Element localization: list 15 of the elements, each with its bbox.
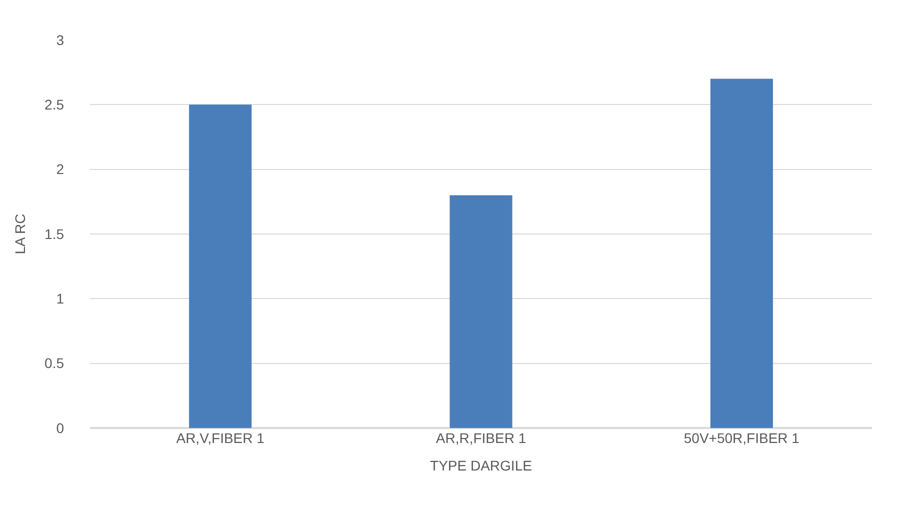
- y-tick-label: 0.5: [44, 355, 64, 372]
- x-tick-label: 50V+50R,FIBER 1: [684, 430, 800, 446]
- y-tick-label: 3: [56, 32, 64, 48]
- x-axis-title: TYPE DARGILE: [430, 457, 532, 474]
- y-tick-label: 1: [56, 290, 64, 307]
- y-tick-label: 0: [56, 420, 64, 436]
- x-tick-label: AR,R,FIBER 1: [436, 430, 526, 446]
- x-tick-label: AR,V,FIBER 1: [176, 430, 265, 446]
- bar: [710, 78, 773, 428]
- bar: [450, 195, 512, 428]
- bar: [189, 104, 252, 428]
- y-axis-title: LA RC: [12, 214, 28, 254]
- y-tick-label: 2: [56, 161, 64, 178]
- y-tick-label: 1.5: [44, 226, 64, 242]
- y-tick-label: 2.5: [44, 96, 64, 113]
